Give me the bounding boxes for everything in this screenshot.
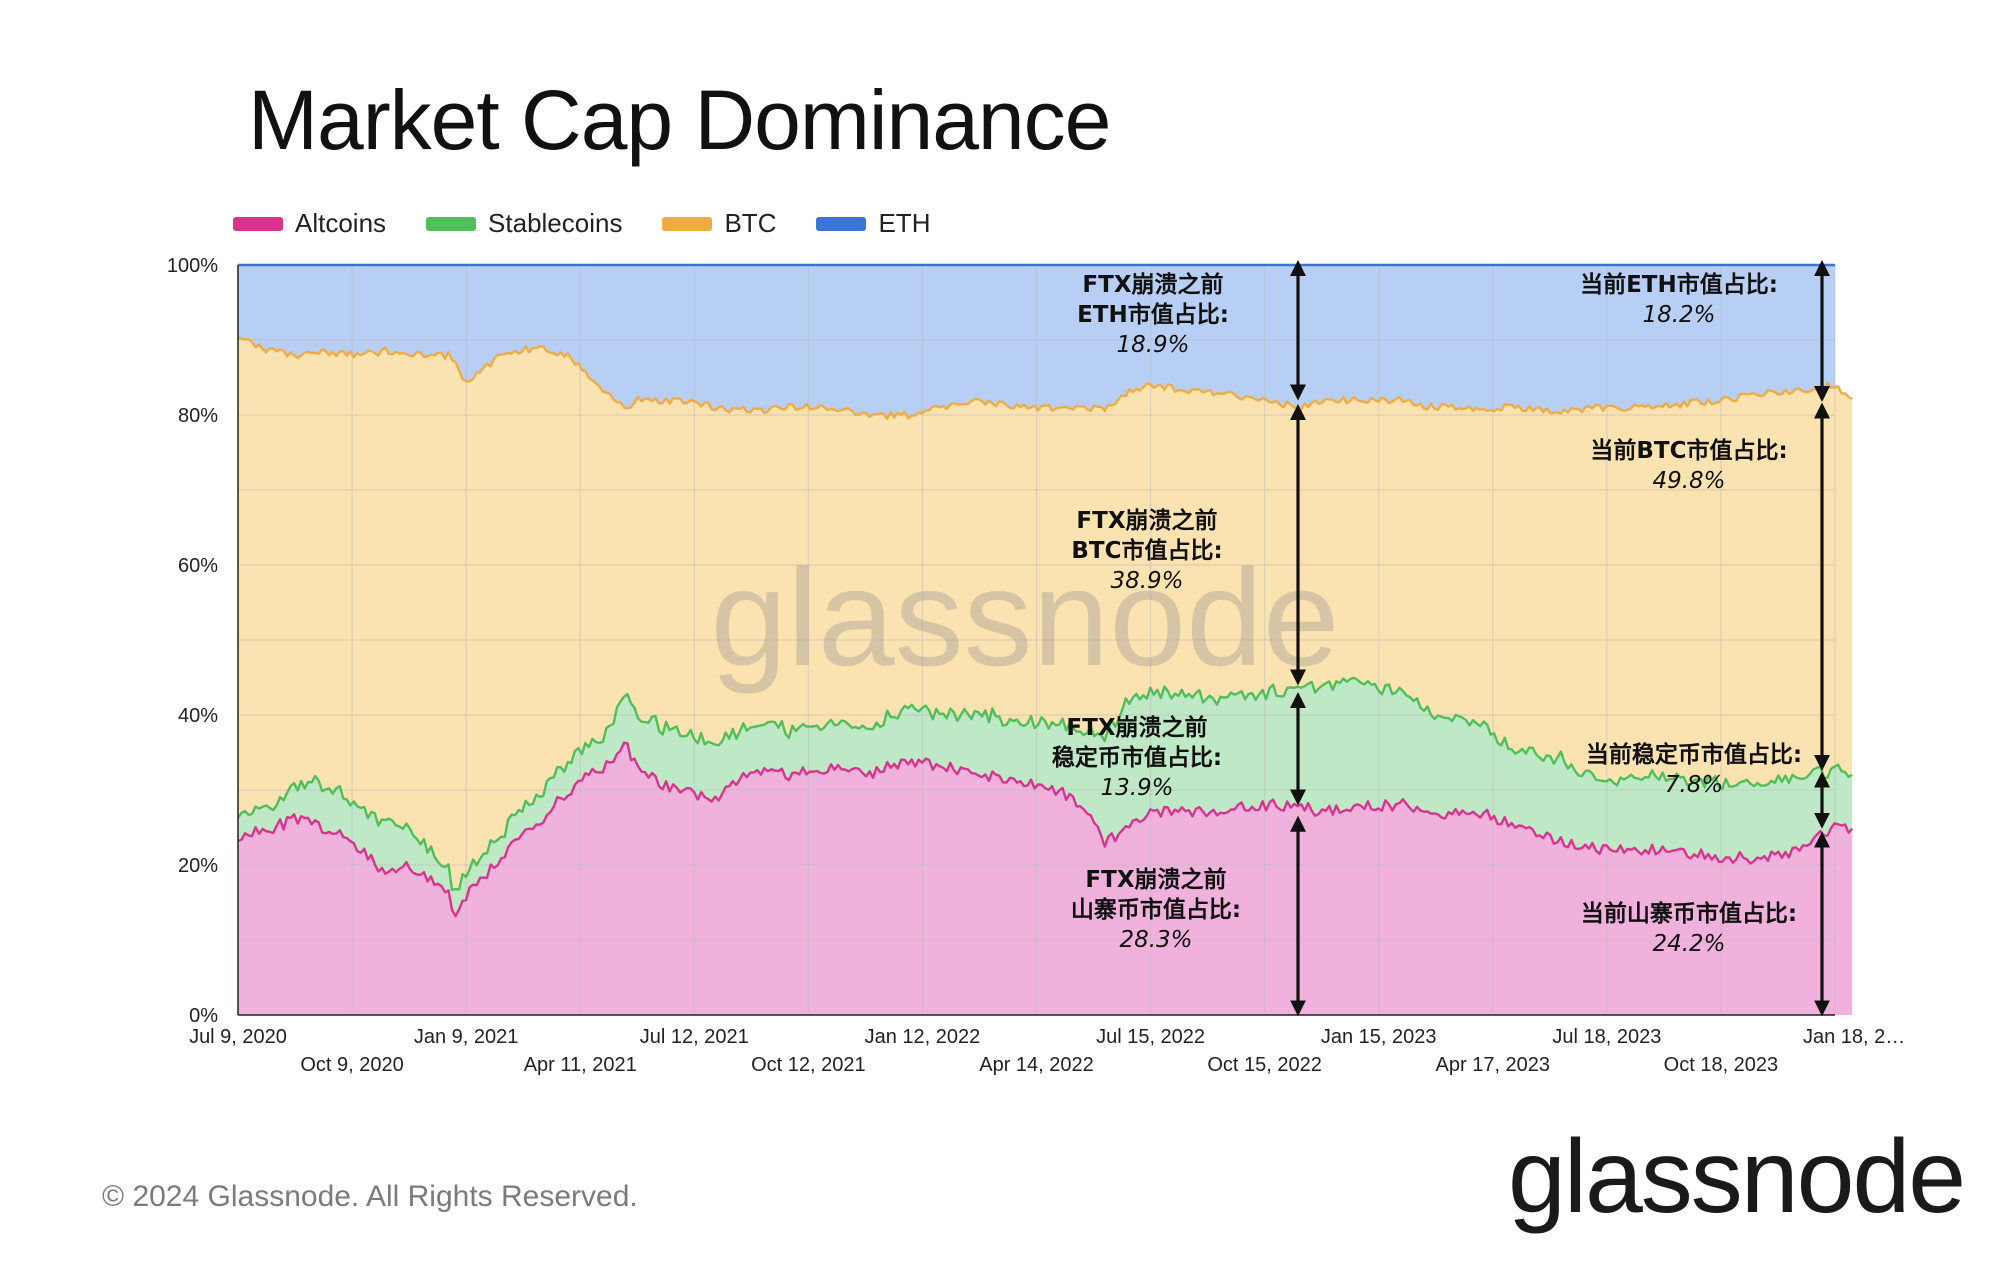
annotation-value: 49.8% [1652,468,1725,494]
x-tick-label: Apr 14, 2022 [979,1054,1094,1076]
annotation-label: FTX崩溃之前 [1076,507,1217,534]
annotation-label: FTX崩溃之前 [1085,866,1226,893]
x-tick-label: Jan 18, 2… [1803,1026,1905,1048]
legend-swatch-altcoins [233,216,283,231]
series-line-stablecoins [237,676,1853,891]
legend-item-stablecoins[interactable]: Stablecoins [426,208,622,239]
x-tick-label: Apr 17, 2023 [1436,1054,1551,1076]
legend-label-eth: ETH [878,208,931,238]
series-line-btc [237,336,1853,420]
x-tick-label: Jul 9, 2020 [189,1026,287,1048]
x-tick-label: Jul 18, 2023 [1552,1026,1661,1048]
legend-swatch-btc [662,216,713,231]
legend-label-btc: BTC [724,208,777,238]
y-tick-label: 0% [189,1005,218,1027]
annotation-value: 7.8% [1665,772,1723,798]
legend-label-altcoins: Altcoins [295,208,387,238]
legend-swatch-eth [816,216,867,231]
x-tick-label: Jan 9, 2021 [414,1026,519,1048]
legend-item-altcoins[interactable]: Altcoins [233,208,386,239]
x-tick-label: Oct 18, 2023 [1664,1054,1779,1076]
legend-item-btc[interactable]: BTC [662,208,776,239]
annotation-layer: FTX崩溃之前 ETH市值占比: 18.9% FTX崩溃之前 BTC市值占比: 38.9%… [1052,260,1830,1017]
x-tick-label: Oct 12, 2021 [751,1054,866,1076]
legend-swatch-stablecoins [426,216,477,231]
annotation-label: FTX崩溃之前 [1082,271,1223,298]
y-tick-label: 80% [178,405,218,427]
x-tick-label: Jul 12, 2021 [640,1026,749,1048]
annotation-value: 13.9% [1100,775,1173,801]
annotation-label: BTC市值占比: [1071,537,1222,564]
annotation-label: 当前BTC市值占比: [1590,437,1787,464]
y-tick-label: 100% [167,255,218,277]
y-tick-label: 60% [178,555,218,577]
area-layer [238,265,1853,1015]
annotation-value: 28.3% [1119,927,1192,953]
copyright-footer: © 2024 Glassnode. All Rights Reserved. [102,1180,638,1213]
annotation-value: 18.2% [1642,302,1715,328]
y-tick-label: 40% [178,705,218,727]
annotation-label: ETH市值占比: [1077,301,1229,328]
y-tick-label: 20% [178,855,218,877]
area-altcoins [238,742,1853,1015]
annotation-label: 当前稳定币市值占比: [1586,741,1802,768]
annotation-label: 稳定币市值占比: [1052,744,1222,771]
axes-layer: 0% 20% 40% 60% 80% 100% Jul 9, 2020 Oct 9, 2020… [167,255,1905,1076]
watermark: glassnode [710,541,1339,695]
annotation-label: FTX崩溃之前 [1066,714,1207,741]
chart-title: Market Cap Dominance [248,73,1111,167]
annotation-label: 当前山寨币市值占比: [1581,900,1797,927]
annotation-label: 当前ETH市值占比: [1580,271,1778,298]
series-line-altcoins [237,741,1854,918]
x-tick-label: Apr 11, 2021 [524,1054,637,1076]
annotation-value: 24.2% [1652,931,1725,957]
x-tick-label: Jan 15, 2023 [1321,1026,1437,1048]
legend-label-stablecoins: Stablecoins [488,208,623,238]
x-tick-label: Oct 9, 2020 [300,1054,403,1076]
line-layer [237,263,1854,918]
annotation-label: 山寨币市值占比: [1071,896,1241,923]
legend-item-eth[interactable]: ETH [816,208,930,239]
x-tick-label: Jan 12, 2022 [865,1026,981,1048]
glassnode-logo: glassnode [1508,1119,1966,1235]
x-tick-label: Jul 15, 2022 [1096,1026,1205,1048]
chart-legend: Altcoins Stablecoins BTC ETH [233,208,930,239]
annotation-value: 38.9% [1110,568,1183,594]
x-tick-label: Oct 15, 2022 [1207,1054,1322,1076]
annotation-value: 18.9% [1116,332,1189,358]
